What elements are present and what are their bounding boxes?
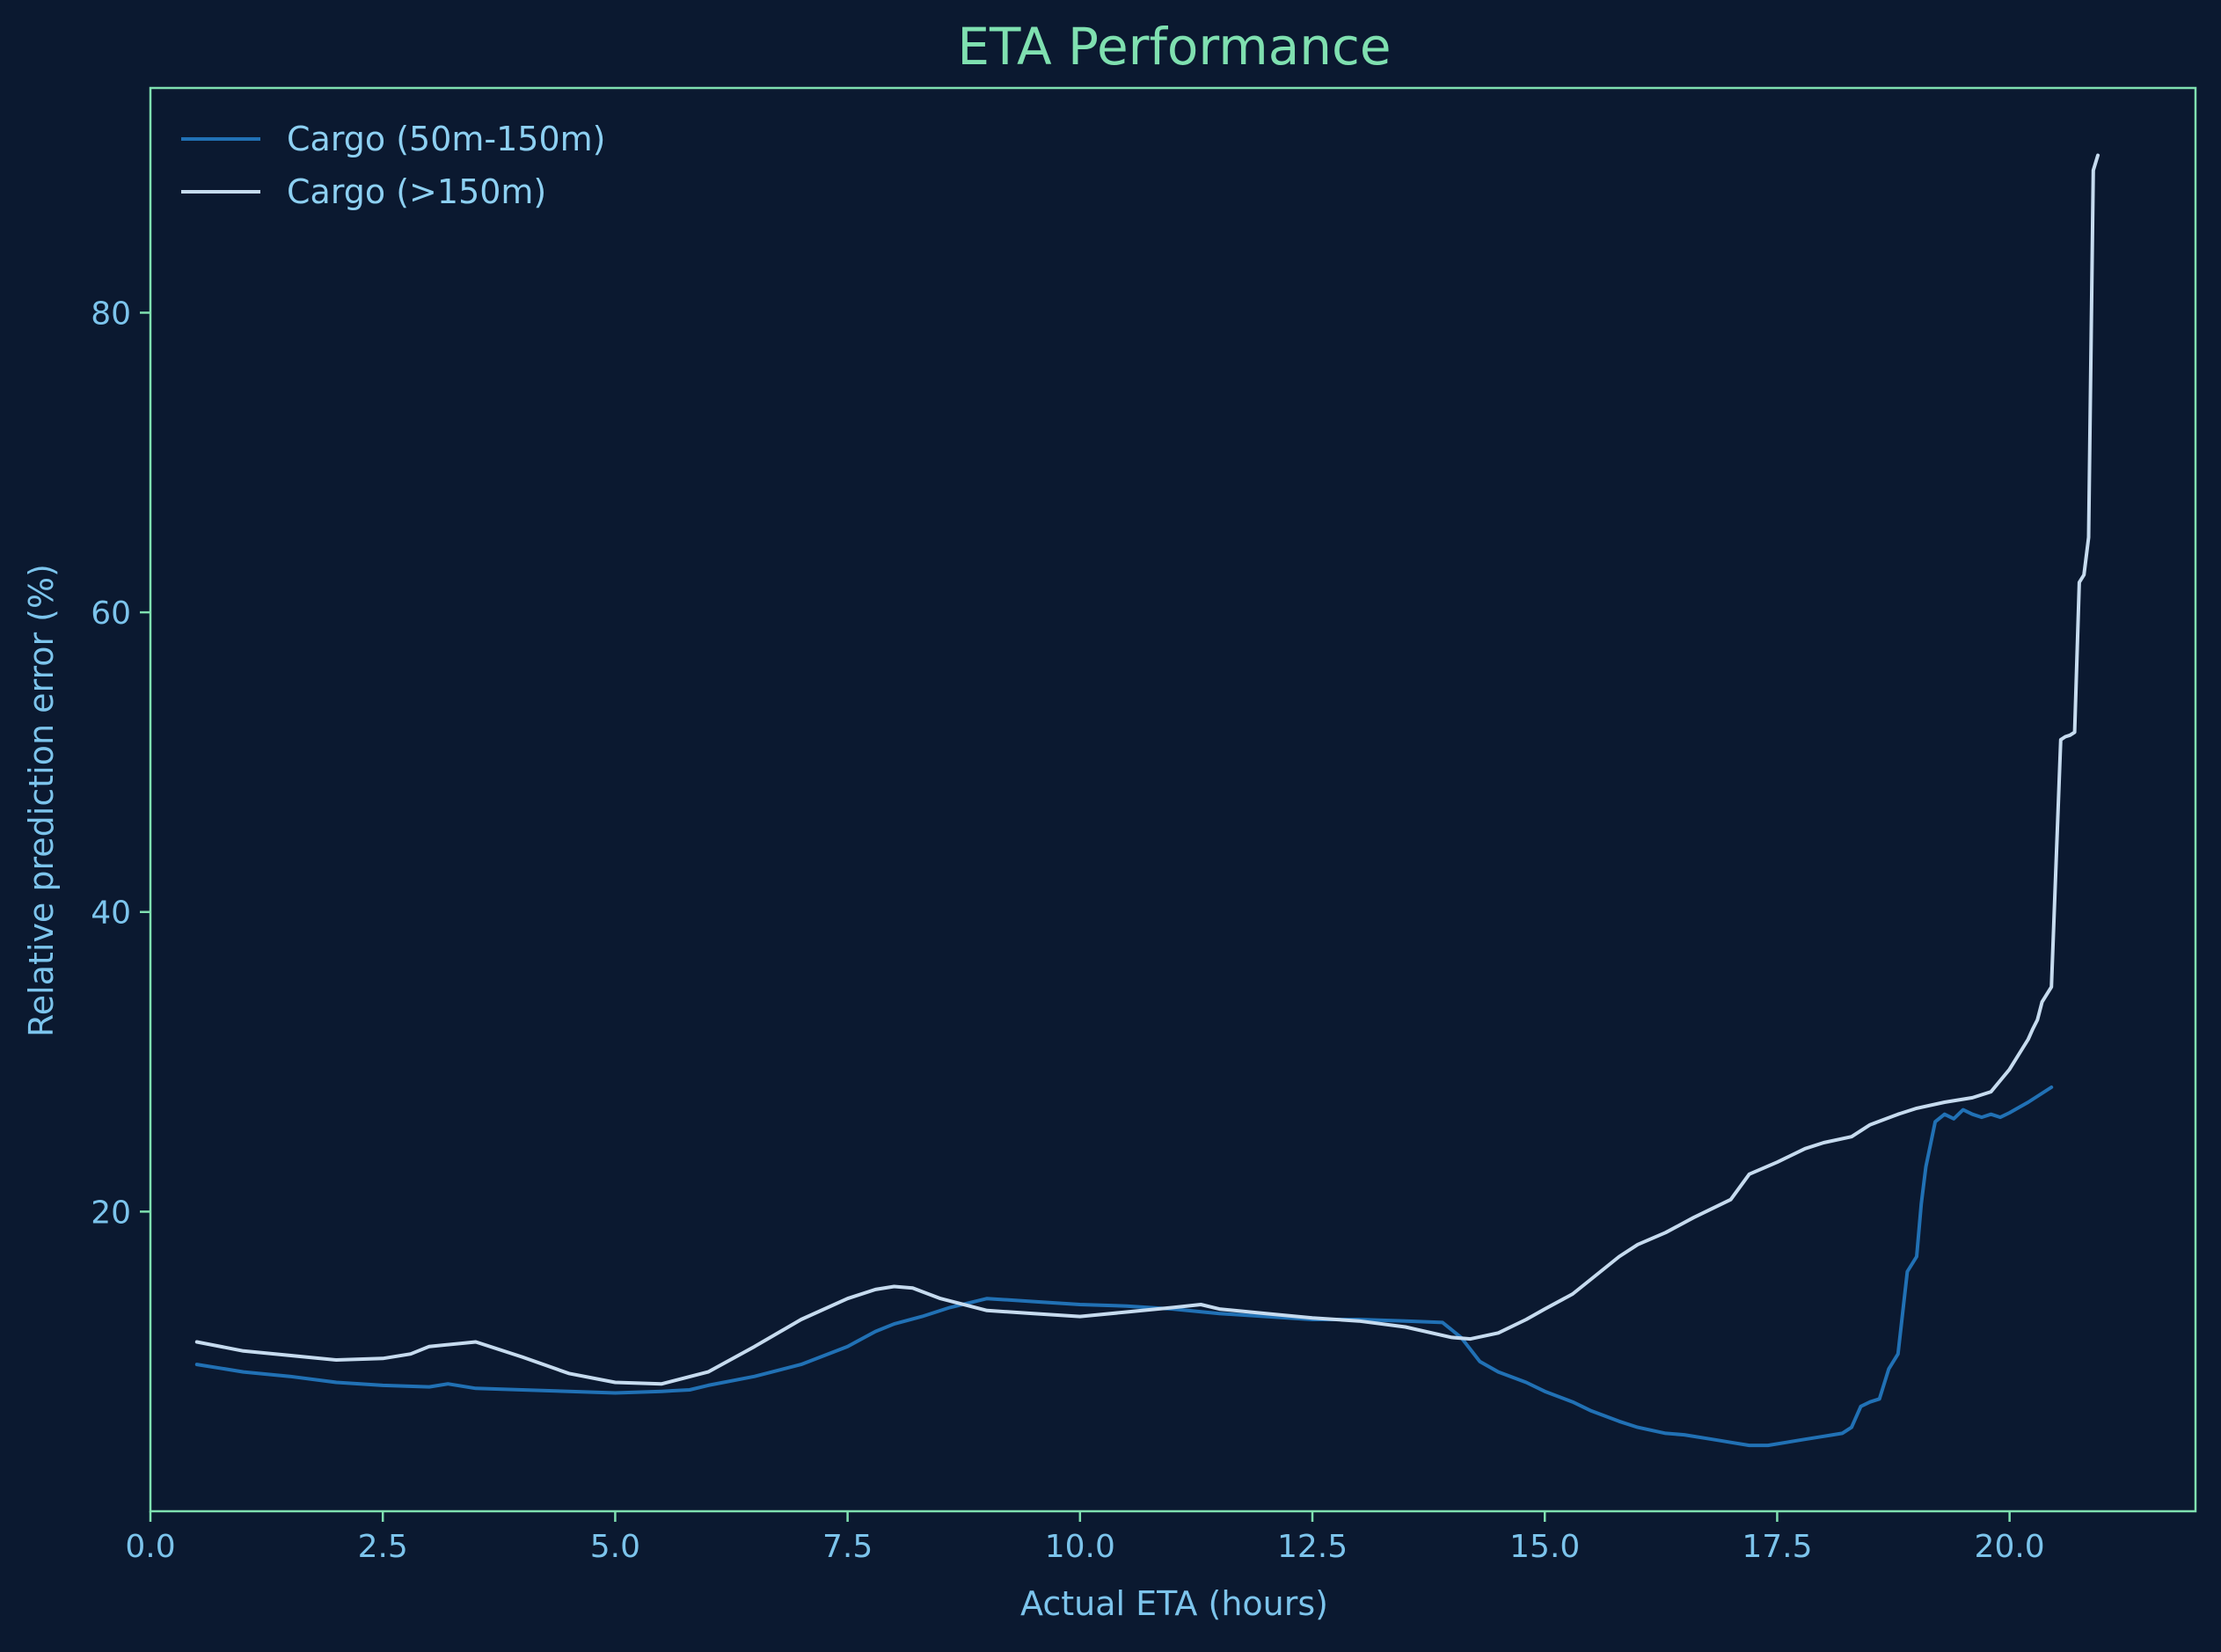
y-tick-label: 20 [91,1195,131,1231]
x-tick-label: 0.0 [125,1529,175,1565]
x-tick-label: 12.5 [1277,1529,1348,1565]
legend-label-0: Cargo (50m-150m) [287,120,606,158]
x-tick-label: 10.0 [1045,1529,1115,1565]
y-tick-label: 80 [91,296,131,332]
x-tick-label: 7.5 [822,1529,873,1565]
series-line-0 [194,1085,2054,1448]
x-axis-label: Actual ETA (hours) [1020,1584,1328,1623]
x-tick-label: 15.0 [1509,1529,1580,1565]
x-tick-label: 2.5 [358,1529,408,1565]
y-tick-label: 40 [91,895,131,932]
x-tick-label: 5.0 [590,1529,640,1565]
x-tick-label: 20.0 [1975,1529,2045,1565]
legend-label-1: Cargo (>150m) [287,172,546,211]
x-tick-label: 17.5 [1742,1529,1812,1565]
y-axis-label: Relative prediction error (%) [22,564,61,1037]
plot-frame [149,86,2197,1513]
series-line-1 [194,153,2100,1386]
chart-title: ETA Performance [957,17,1391,77]
y-tick-label: 60 [91,596,131,632]
